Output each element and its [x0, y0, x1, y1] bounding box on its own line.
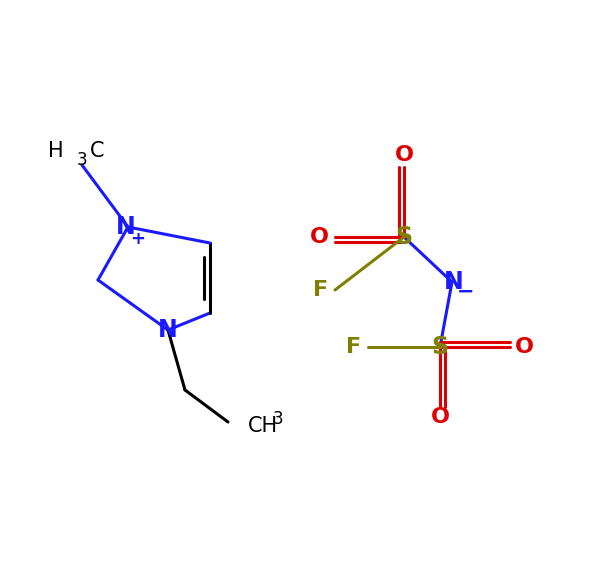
Text: 3: 3: [77, 151, 87, 169]
Text: O: O: [309, 227, 328, 247]
Text: CH: CH: [248, 416, 278, 436]
Text: H: H: [48, 141, 64, 161]
Text: O: O: [515, 337, 534, 357]
Text: S: S: [396, 225, 412, 249]
Text: F: F: [314, 280, 328, 300]
Text: 3: 3: [273, 410, 284, 428]
Text: +: +: [130, 230, 146, 248]
Text: C: C: [90, 141, 105, 161]
Text: −: −: [457, 282, 475, 302]
Text: F: F: [346, 337, 362, 357]
Text: N: N: [116, 215, 136, 239]
Text: N: N: [444, 270, 464, 294]
Text: O: O: [394, 145, 414, 165]
Text: N: N: [158, 318, 178, 342]
Text: O: O: [431, 407, 449, 427]
Text: S: S: [431, 335, 449, 359]
